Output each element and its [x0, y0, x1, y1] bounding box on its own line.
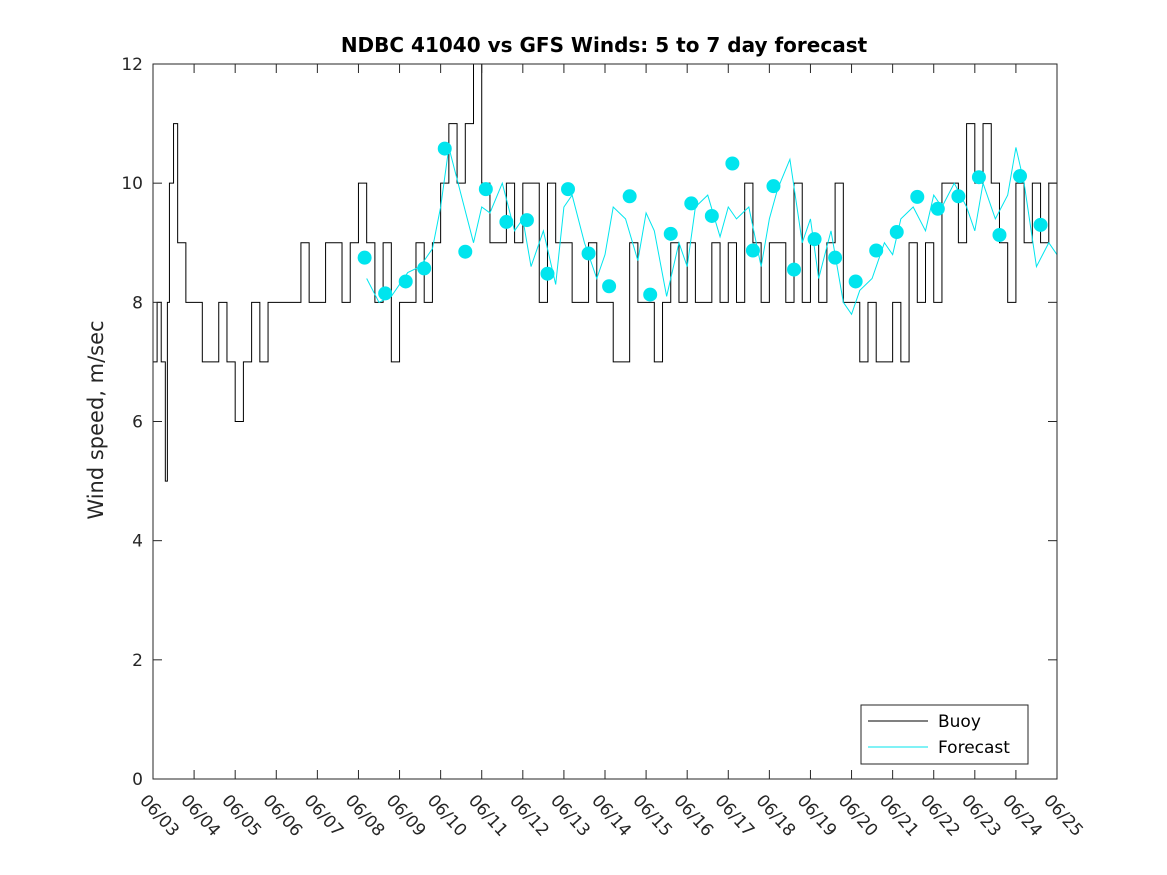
forecast-marker	[889, 225, 904, 240]
forecast-marker	[787, 262, 802, 277]
forecast-marker	[643, 287, 658, 302]
forecast-marker	[663, 226, 678, 241]
forecast-marker	[1033, 217, 1048, 232]
forecast-marker	[357, 250, 372, 265]
buoy-series-line	[153, 63, 1058, 482]
forecast-marker	[869, 243, 884, 258]
forecast-marker	[971, 170, 986, 185]
y-tick-label: 4	[132, 532, 143, 552]
y-tick-label: 2	[132, 651, 143, 671]
y-tick-label: 8	[132, 293, 143, 313]
forecast-marker	[684, 196, 699, 211]
y-axis-label: Wind speed, m/sec	[84, 320, 108, 519]
forecast-marker	[378, 286, 393, 301]
legend-buoy-label: Buoy	[938, 712, 981, 732]
forecast-marker	[910, 189, 925, 204]
legend-forecast-label: Forecast	[938, 738, 1010, 758]
legend: Buoy Forecast	[860, 704, 1029, 765]
forecast-marker	[540, 266, 555, 281]
y-tick-label: 6	[132, 413, 143, 433]
forecast-marker	[725, 156, 740, 171]
forecast-marker	[581, 246, 596, 261]
forecast-marker	[848, 274, 863, 289]
forecast-marker	[745, 243, 760, 258]
forecast-marker	[1013, 169, 1028, 184]
forecast-marker	[417, 261, 432, 276]
y-tick-label: 10	[121, 174, 143, 194]
forecast-marker	[437, 141, 452, 156]
forecast-marker	[992, 228, 1007, 243]
y-tick-label: 0	[132, 770, 143, 790]
forecast-marker	[951, 189, 966, 204]
forecast-marker	[519, 213, 534, 228]
forecast-marker	[478, 182, 493, 197]
y-tick-label: 12	[121, 55, 143, 75]
forecast-marker	[458, 244, 473, 259]
legend-box	[860, 704, 1029, 765]
forecast-marker	[930, 201, 945, 216]
forecast-marker	[602, 279, 617, 294]
forecast-marker	[807, 232, 822, 247]
forecast-marker	[766, 179, 781, 194]
forecast-marker	[828, 250, 843, 265]
forecast-marker	[561, 182, 576, 197]
forecast-marker	[622, 189, 637, 204]
chart-title: NDBC 41040 vs GFS Winds: 5 to 7 day fore…	[341, 33, 868, 57]
forecast-marker	[499, 214, 514, 229]
forecast-marker	[704, 208, 719, 223]
forecast-marker	[398, 274, 413, 289]
